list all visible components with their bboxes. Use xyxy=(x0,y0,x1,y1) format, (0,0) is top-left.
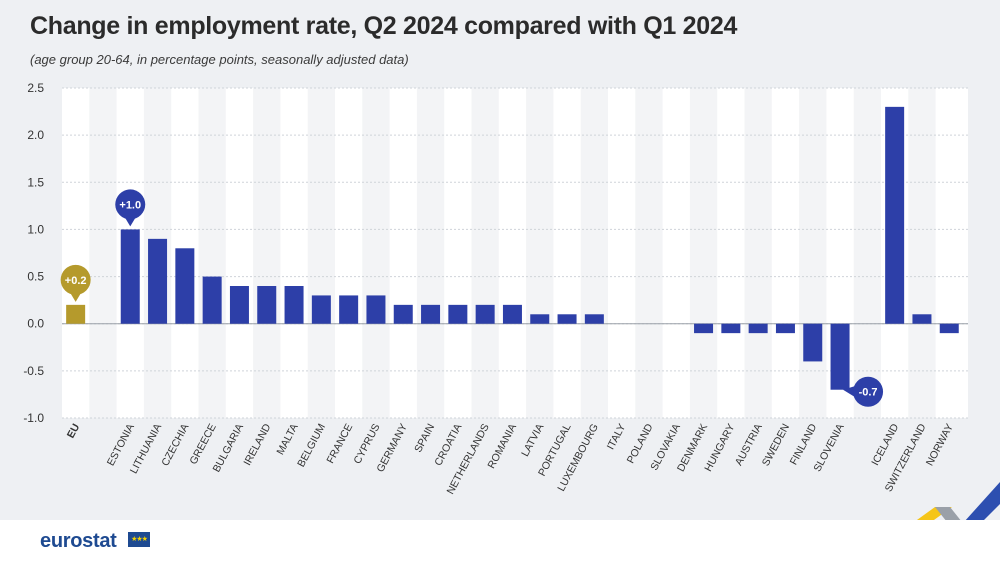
callout-bubble xyxy=(853,376,884,407)
y-tick-label: 1.5 xyxy=(27,175,44,189)
x-tick-label: LATVIA xyxy=(519,422,546,459)
bar-romania xyxy=(502,304,522,324)
x-tick-label: MALTA xyxy=(274,422,300,457)
bar-switzerland xyxy=(912,314,932,324)
bar-lithuania xyxy=(148,238,168,324)
bar-ireland xyxy=(257,286,277,324)
column-band xyxy=(89,88,117,418)
data-label-eu: +0.2 xyxy=(65,275,87,287)
bar-latvia xyxy=(530,314,550,324)
bar-denmark xyxy=(694,323,714,334)
bar-norway xyxy=(939,323,959,334)
chart-subtitle: (age group 20-64, in percentage points, … xyxy=(30,52,409,67)
data-label-estonia: +1.0 xyxy=(119,199,141,211)
column-band xyxy=(526,88,554,418)
column-band xyxy=(799,88,827,418)
bar-hungary xyxy=(721,323,741,334)
x-tick-label: BELGIUM xyxy=(295,422,328,469)
bar-malta xyxy=(284,286,304,324)
x-tick-label: EU xyxy=(65,422,82,441)
y-tick-label: 2.0 xyxy=(27,128,44,142)
y-tick-label: 2.5 xyxy=(27,81,44,95)
y-tick-label: -1.0 xyxy=(23,411,44,425)
x-tick-label: GREECE xyxy=(187,422,218,467)
x-tick-label: FRANCE xyxy=(324,422,355,466)
column-band xyxy=(689,88,718,418)
bar-spain xyxy=(421,304,441,324)
callout-bubble xyxy=(115,189,146,220)
eurostat-logo: eurostat xyxy=(40,530,117,552)
column-band xyxy=(744,88,772,418)
bar-sweden xyxy=(775,323,795,334)
column-band xyxy=(362,88,390,418)
column-band xyxy=(307,88,335,418)
data-label-slovenia: -0.7 xyxy=(859,387,878,399)
column-band xyxy=(198,88,226,418)
y-tick-label: 0.0 xyxy=(27,317,44,331)
x-tick-label: CYPRUS xyxy=(351,422,382,466)
x-tick-label: POLAND xyxy=(625,421,656,465)
footer: eurostat ★★★ xyxy=(0,520,1000,561)
callout-pointer xyxy=(843,385,857,398)
column-band xyxy=(471,88,499,418)
column-band xyxy=(635,88,663,418)
y-tick-label: -0.5 xyxy=(23,364,44,378)
bar-eu xyxy=(66,304,86,324)
y-tick-label: 0.5 xyxy=(27,270,44,284)
bar-belgium xyxy=(311,295,331,324)
eu-flag-icon: ★★★ xyxy=(128,532,150,547)
x-tick-label: SPAIN xyxy=(412,422,437,455)
bar-luxembourg xyxy=(584,314,604,324)
chart-title: Change in employment rate, Q2 2024 compa… xyxy=(30,12,738,40)
callout-bubble xyxy=(60,264,91,295)
bar-germany xyxy=(393,304,413,324)
column-band xyxy=(908,88,936,418)
bar-netherlands xyxy=(475,304,495,324)
column-band xyxy=(253,88,281,418)
bar-cyprus xyxy=(366,295,386,324)
bar-croatia xyxy=(448,304,468,324)
bar-slovenia xyxy=(830,323,850,390)
bar-france xyxy=(339,295,359,324)
bar-estonia xyxy=(120,229,140,324)
bar-portugal xyxy=(557,314,577,324)
column-band xyxy=(416,88,445,418)
bar-bulgaria xyxy=(229,286,249,324)
bar-chart: 2.52.01.51.00.50.0-0.5-1.0EU ESTONIALITHU… xyxy=(23,81,968,496)
column-band xyxy=(853,88,881,418)
x-tick-label: IRELAND xyxy=(241,421,273,467)
bar-iceland xyxy=(885,106,905,324)
bar-austria xyxy=(748,323,768,334)
bar-greece xyxy=(202,276,222,324)
x-tick-label: ITALY xyxy=(605,422,629,452)
bar-finland xyxy=(803,323,823,362)
bar-czechia xyxy=(175,248,195,324)
column-band xyxy=(580,88,608,418)
y-tick-label: 1.0 xyxy=(27,222,44,236)
